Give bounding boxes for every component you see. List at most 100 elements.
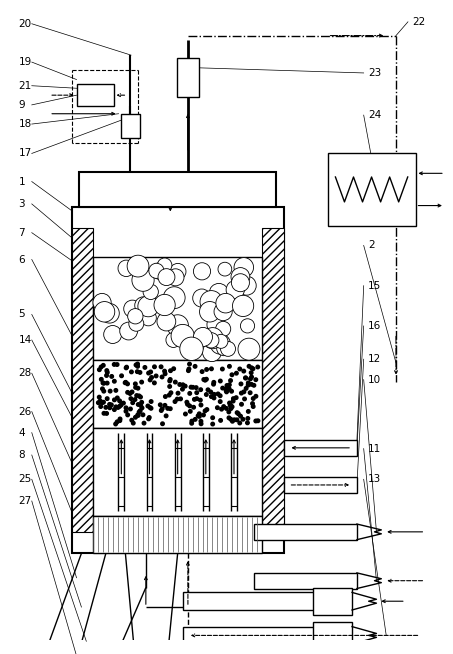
Circle shape [216, 294, 236, 313]
Circle shape [128, 392, 132, 395]
Circle shape [256, 365, 260, 369]
Circle shape [246, 383, 250, 387]
Circle shape [105, 373, 108, 377]
Circle shape [187, 369, 190, 372]
Circle shape [98, 399, 102, 403]
Circle shape [251, 405, 255, 408]
Circle shape [146, 404, 149, 407]
Text: 20: 20 [19, 19, 32, 29]
Circle shape [164, 414, 168, 418]
Circle shape [202, 413, 205, 417]
Bar [284, 477, 357, 492]
Circle shape [93, 294, 111, 311]
Circle shape [149, 370, 152, 373]
Circle shape [169, 369, 172, 373]
Circle shape [114, 388, 118, 392]
Circle shape [166, 332, 181, 347]
Bar [183, 627, 337, 644]
Circle shape [136, 403, 140, 406]
Circle shape [225, 384, 229, 387]
Circle shape [101, 381, 105, 385]
Circle shape [102, 411, 106, 415]
Circle shape [149, 400, 153, 404]
Circle shape [159, 365, 163, 369]
Circle shape [178, 383, 182, 387]
Circle shape [139, 409, 142, 413]
Circle shape [211, 416, 214, 419]
Circle shape [214, 303, 232, 320]
Circle shape [221, 341, 236, 356]
Circle shape [106, 381, 109, 385]
Circle shape [194, 386, 198, 389]
Circle shape [210, 367, 213, 371]
Circle shape [221, 387, 224, 390]
Circle shape [171, 324, 194, 348]
Bar [254, 573, 357, 589]
Circle shape [137, 394, 141, 398]
Circle shape [108, 389, 112, 393]
Circle shape [225, 407, 228, 410]
Circle shape [113, 398, 116, 402]
Text: 6: 6 [19, 254, 25, 264]
Text: 27: 27 [19, 496, 32, 506]
Circle shape [131, 401, 135, 404]
Text: 10: 10 [368, 375, 381, 385]
Circle shape [231, 397, 235, 400]
Circle shape [212, 396, 216, 400]
Text: 17: 17 [19, 148, 32, 158]
Text: 4: 4 [19, 428, 25, 438]
Circle shape [148, 416, 151, 419]
Bar [177, 58, 199, 97]
Circle shape [132, 269, 154, 291]
Circle shape [191, 386, 195, 389]
Circle shape [198, 412, 201, 415]
Circle shape [102, 389, 106, 393]
Circle shape [136, 362, 140, 366]
Circle shape [164, 395, 167, 398]
Bar [79, 173, 276, 207]
Circle shape [251, 402, 254, 405]
Circle shape [138, 296, 159, 317]
Circle shape [163, 286, 185, 309]
Circle shape [118, 405, 121, 408]
Circle shape [244, 376, 247, 380]
Text: 12: 12 [368, 354, 381, 364]
Circle shape [169, 407, 172, 411]
Circle shape [247, 364, 251, 368]
Circle shape [246, 381, 250, 385]
Circle shape [196, 414, 200, 418]
Circle shape [241, 318, 255, 333]
Circle shape [126, 382, 129, 386]
Circle shape [202, 343, 222, 362]
Circle shape [139, 404, 143, 407]
Circle shape [136, 414, 140, 417]
Circle shape [104, 405, 108, 409]
Circle shape [147, 371, 150, 375]
Circle shape [104, 326, 122, 343]
Circle shape [180, 337, 203, 360]
Circle shape [227, 387, 231, 390]
Circle shape [101, 387, 104, 390]
Circle shape [110, 403, 113, 407]
Text: 22: 22 [412, 17, 426, 27]
Circle shape [242, 390, 246, 394]
Circle shape [157, 312, 176, 331]
Circle shape [238, 367, 241, 371]
Bar [262, 228, 284, 532]
Bar [77, 84, 114, 106]
Circle shape [214, 334, 228, 349]
Circle shape [242, 370, 246, 373]
Bar [120, 114, 140, 138]
Text: 11: 11 [368, 443, 381, 454]
Circle shape [188, 392, 192, 395]
Circle shape [122, 402, 125, 405]
Circle shape [246, 417, 250, 420]
Circle shape [116, 396, 119, 400]
Circle shape [254, 394, 258, 398]
Circle shape [159, 403, 162, 407]
Circle shape [185, 400, 188, 404]
Circle shape [147, 417, 150, 421]
Circle shape [209, 283, 228, 303]
Text: 23: 23 [368, 68, 381, 78]
Circle shape [226, 281, 245, 299]
